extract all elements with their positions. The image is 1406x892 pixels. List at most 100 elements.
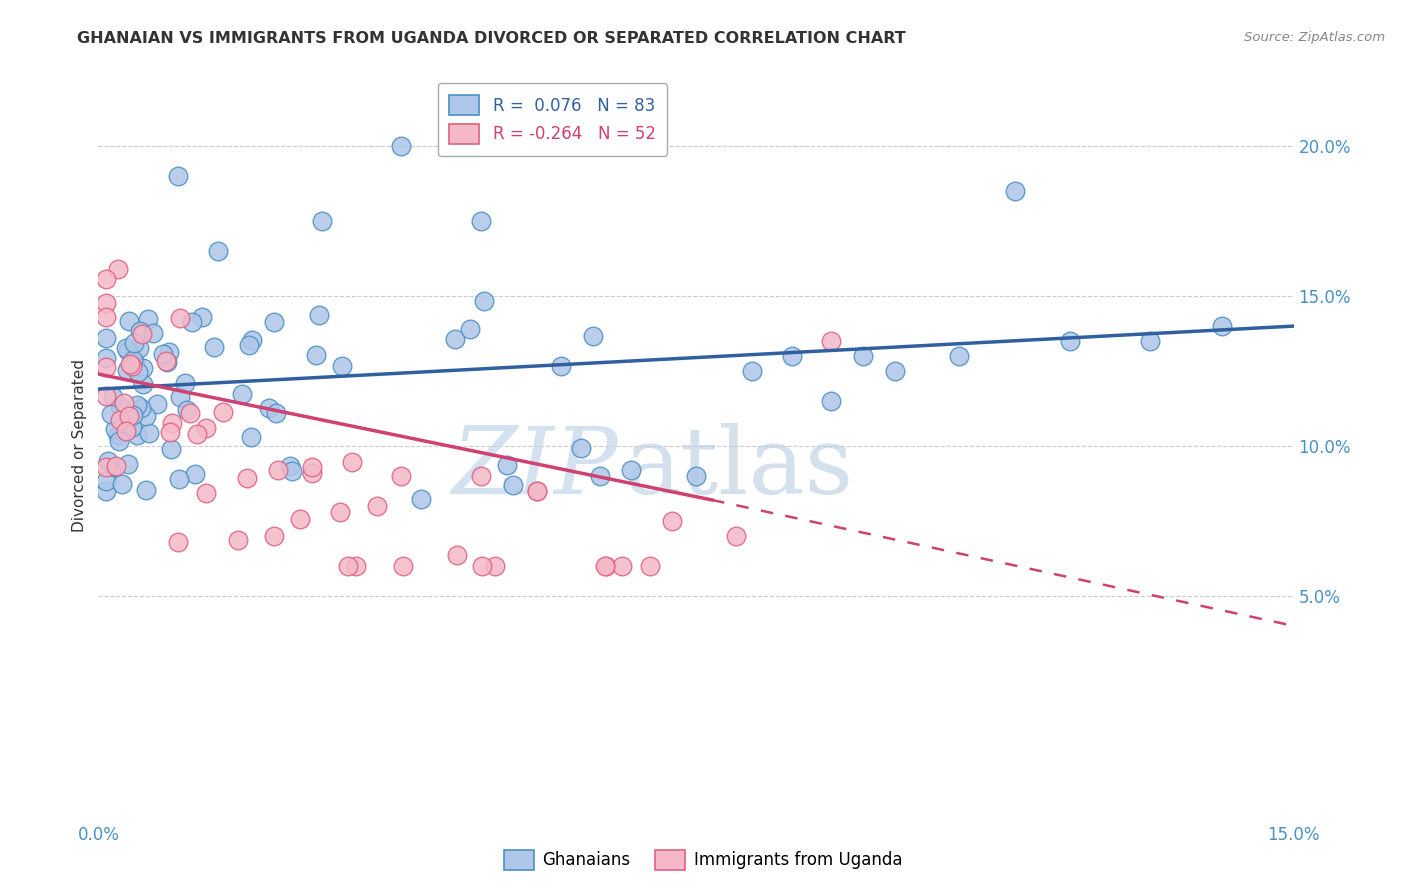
Point [308, 308, 330, 322]
Text: Source: ZipAtlas.com: Source: ZipAtlas.com [1244, 31, 1385, 45]
Point [589, 469, 612, 483]
Point [389, 469, 412, 483]
Point [124, 356, 146, 370]
Point [160, 417, 183, 431]
Text: ZIP: ZIP [451, 424, 619, 514]
Point [128, 325, 150, 339]
Point [207, 244, 229, 259]
Point [337, 558, 360, 573]
Point [112, 396, 135, 410]
Point [135, 483, 157, 497]
Point [103, 460, 125, 475]
Point [107, 262, 129, 277]
Point [582, 329, 605, 343]
Point [118, 314, 141, 328]
Point [330, 359, 353, 373]
Y-axis label: Divorced or Separated: Divorced or Separated [72, 359, 87, 533]
Point [132, 361, 155, 376]
Point [111, 476, 134, 491]
Point [305, 348, 328, 362]
Point [595, 558, 617, 573]
Point [1059, 334, 1081, 348]
Point [311, 214, 333, 228]
Point [661, 514, 683, 528]
Point [263, 315, 285, 329]
Point [167, 535, 190, 549]
Point [142, 326, 165, 341]
Point [236, 471, 259, 485]
Point [156, 355, 179, 369]
Point [96, 454, 118, 468]
Point [184, 467, 207, 482]
Point [344, 558, 367, 573]
Point [470, 214, 492, 228]
Point [167, 169, 190, 184]
Point [780, 349, 803, 363]
Point [155, 353, 177, 368]
Point [131, 377, 153, 392]
Point [495, 458, 517, 472]
Point [128, 341, 150, 355]
Point [108, 412, 131, 426]
Point [117, 362, 139, 376]
Point [471, 558, 494, 573]
Point [366, 499, 388, 513]
Point [340, 455, 363, 469]
Point [101, 390, 124, 404]
Point [638, 558, 661, 573]
Point [160, 442, 183, 456]
Point [125, 428, 148, 442]
Point [1211, 319, 1233, 334]
Point [389, 139, 412, 153]
Point [96, 272, 118, 286]
Point [194, 486, 217, 500]
Point [257, 401, 280, 415]
Point [122, 353, 145, 368]
Point [852, 349, 875, 363]
Point [263, 529, 285, 543]
Point [526, 483, 548, 498]
Point [202, 340, 225, 354]
Point [146, 396, 169, 410]
Point [104, 422, 127, 436]
Point [96, 331, 118, 345]
Point [226, 533, 249, 547]
Point [266, 463, 288, 477]
Point [884, 364, 907, 378]
Point [135, 409, 157, 424]
Point [96, 389, 118, 403]
Point [96, 351, 118, 365]
Legend: Ghanaians, Immigrants from Uganda: Ghanaians, Immigrants from Uganda [498, 843, 908, 877]
Point [96, 359, 118, 374]
Point [121, 359, 143, 374]
Point [157, 344, 180, 359]
Point [1004, 184, 1026, 198]
Point [191, 310, 214, 325]
Point [180, 315, 202, 329]
Point [169, 311, 191, 326]
Point [107, 428, 129, 442]
Point [115, 424, 138, 438]
Point [100, 407, 122, 421]
Point [820, 334, 842, 348]
Point [526, 483, 548, 498]
Point [179, 406, 201, 420]
Point [620, 463, 643, 477]
Point [458, 321, 481, 335]
Point [724, 529, 747, 543]
Point [610, 558, 633, 573]
Point [117, 344, 139, 359]
Point [301, 460, 323, 475]
Point [502, 478, 524, 492]
Point [127, 366, 149, 380]
Point [741, 364, 763, 378]
Point [136, 312, 159, 326]
Point [131, 327, 153, 342]
Point [484, 558, 506, 573]
Point [173, 376, 195, 390]
Point [96, 483, 118, 498]
Point [186, 427, 208, 442]
Point [108, 434, 131, 449]
Point [301, 466, 323, 480]
Point [121, 409, 143, 423]
